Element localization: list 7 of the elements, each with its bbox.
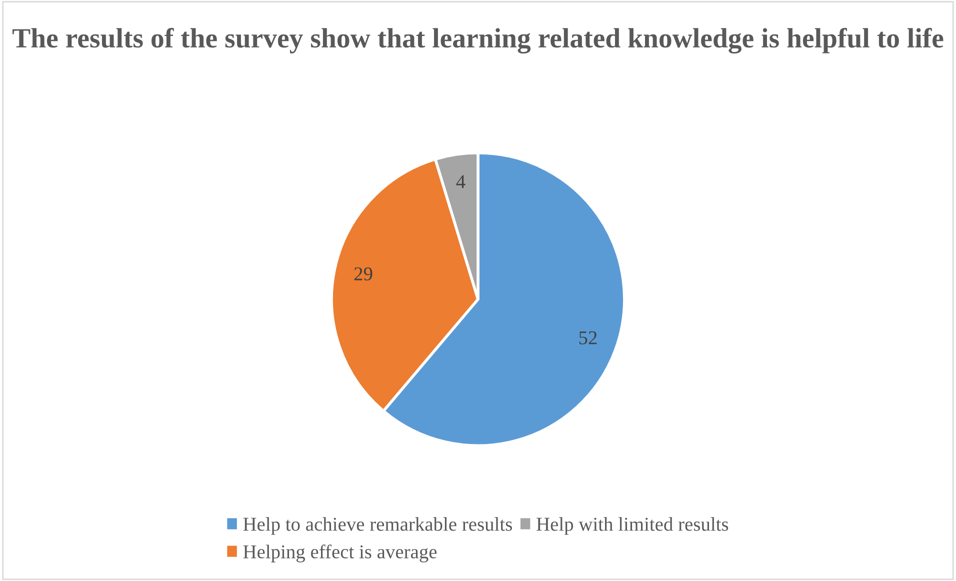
data-label: 29 — [354, 267, 372, 280]
legend-label: Helping effect is average — [243, 544, 437, 562]
legend-label: Help to achieve remarkable results — [243, 517, 512, 535]
data-label: 4 — [456, 175, 466, 188]
legend-label: Help with limited results — [536, 517, 728, 535]
data-label: 52 — [579, 331, 597, 344]
chart-title: The results of the survey show that learning related knowledge is helpful to life — [12, 28, 944, 54]
